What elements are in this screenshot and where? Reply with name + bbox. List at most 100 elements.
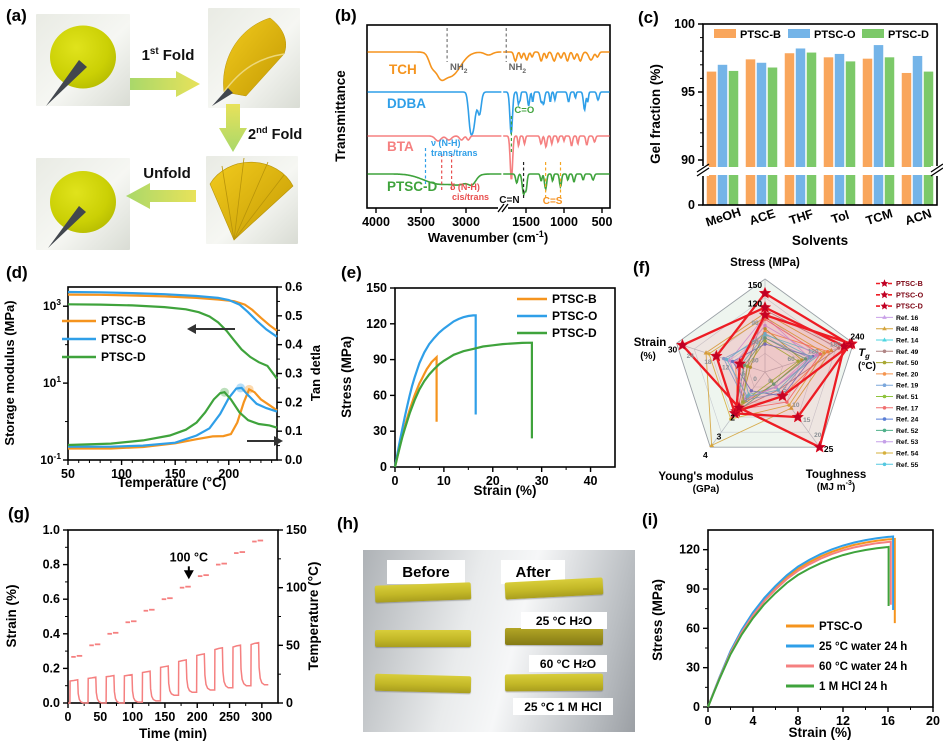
legend-label: Ref. 53 <box>896 439 919 446</box>
annotation: trans/trans <box>431 148 478 158</box>
svg-text:40: 40 <box>584 474 598 488</box>
bar-PTSC-D-MeOH <box>728 70 739 205</box>
stress-strain-1 M HCl 24 h <box>707 545 890 708</box>
radar-axis-title: (°C) <box>858 361 876 372</box>
svg-text:120: 120 <box>748 299 762 309</box>
first-fold-label: 1st Fold <box>141 46 195 64</box>
stress-strain-PTSC-D <box>393 341 533 468</box>
legend-label: Ref. 17 <box>896 405 919 412</box>
panel-b-chart: 4000 3500 3000 1500 1000 500 Wavenumber (cm-1)… <box>333 24 612 245</box>
legend-label: Ref. 51 <box>896 394 919 401</box>
panel-c-chart: MeOH ACE THF Tol TCM ACN 100 95 90 0 Gel fraction … <box>648 17 943 248</box>
svg-text:30: 30 <box>535 474 549 488</box>
svg-text:20: 20 <box>486 474 500 488</box>
panel-d-chart: 50 100 150 200 10-1 101 103 0.0 0.1 0.2 0.3 0.4 0.5 0… <box>2 280 323 490</box>
panel-i: (i) 0 4 8 12 16 20 0 30 60 90 120 PTSC-O 25 °C water… <box>640 500 943 744</box>
bar-PTSC-B-ACN <box>901 72 912 206</box>
panel-a-photos <box>36 8 300 250</box>
svg-text:150: 150 <box>154 710 175 724</box>
film-strip <box>505 628 603 645</box>
svg-text:0: 0 <box>768 378 772 385</box>
legend-label: Ref. 14 <box>896 338 919 345</box>
x-axis-title: Solvents <box>792 233 848 248</box>
legend-label: PTSC-D <box>552 326 597 340</box>
x-axis-title: Wavenumber (cm-1) <box>428 229 548 245</box>
panel-f-label: (f) <box>633 258 650 277</box>
radar-axis-title: (GPa) <box>693 484 720 495</box>
bar-PTSC-O-Tol <box>834 53 845 205</box>
svg-text:150: 150 <box>748 280 762 290</box>
svg-text:100: 100 <box>674 17 695 31</box>
svg-text:250: 250 <box>219 710 240 724</box>
tan-delta-curve-PTSC-D <box>67 390 278 447</box>
svg-text:0: 0 <box>380 460 387 474</box>
spectrum-DDBA <box>503 91 610 135</box>
svg-text:10-1: 10-1 <box>40 451 61 467</box>
stress-strain-PTSC-O <box>393 314 477 468</box>
svg-text:0.0: 0.0 <box>43 696 60 710</box>
bar-PTSC-O-TCM <box>873 45 884 205</box>
spectrum-PTSC-D <box>503 173 610 196</box>
svg-text:100: 100 <box>122 710 143 724</box>
panel-c-label: (c) <box>638 8 659 27</box>
panel-e: (e) 0 10 20 30 40 0 30 60 90 120 150 PTSC-B PTSC-O PT… <box>335 255 630 500</box>
panel-d-label: (d) <box>6 263 28 282</box>
spectrum-PTSC-D <box>367 173 502 187</box>
modulus-curve-PTSC-B <box>67 293 278 332</box>
svg-text:101: 101 <box>43 374 61 390</box>
radar-axis-title: Young's modulus <box>658 471 753 483</box>
film-circle <box>50 171 116 233</box>
tweezers <box>46 60 87 106</box>
panel-h-label: (h) <box>337 514 359 533</box>
legend-label: PTSC-O <box>552 309 597 323</box>
svg-text:200: 200 <box>187 710 208 724</box>
svg-text:150: 150 <box>366 281 387 295</box>
svg-text:90: 90 <box>681 153 695 167</box>
legend-label: PTSC-D <box>101 350 146 364</box>
svg-text:16: 16 <box>881 714 895 728</box>
legend-label: 25 °C water 24 h <box>819 641 907 653</box>
legend-label: PTSC-O <box>814 29 856 41</box>
svg-text:8: 8 <box>795 714 802 728</box>
bar-PTSC-O-THF <box>795 48 806 206</box>
legend-label: Ref. 54 <box>896 451 919 458</box>
second-fold-label: 2nd Fold <box>248 124 303 143</box>
svg-text:12: 12 <box>722 365 730 372</box>
bar-PTSC-O-ACN <box>912 55 923 206</box>
panel-e-label: (e) <box>341 263 362 282</box>
panel-i-label: (i) <box>642 510 659 529</box>
legend-label: PTSC-B <box>552 292 597 306</box>
x-axis-title: Strain (%) <box>788 725 851 740</box>
category-label: MeOH <box>704 205 743 229</box>
panel-f: (f) 150 120 90 60 30 0 0 240 180 120 60 25 20 15 10 5 4 3… <box>630 250 943 500</box>
svg-text:120: 120 <box>679 543 700 557</box>
legend-label: Ref. 19 <box>896 383 919 390</box>
category-label: ACN <box>903 206 933 228</box>
panel-g-chart: 0 50 100 150 200 250 300 0.0 0.2 0.4 0.6 0.8 1.0 0 50 1… <box>4 523 321 741</box>
svg-text:180: 180 <box>830 341 841 348</box>
annotation: ν (N-H) <box>431 138 461 148</box>
svg-text:0: 0 <box>65 710 72 724</box>
svg-text:60: 60 <box>686 621 700 635</box>
svg-text:200: 200 <box>218 467 239 481</box>
svg-text:0: 0 <box>705 714 712 728</box>
svg-text:2: 2 <box>730 413 735 423</box>
temperature-annotation: 100 °C <box>170 551 208 565</box>
x-axis-title: Time (min) <box>139 726 207 741</box>
legend-label: Ref. 48 <box>896 326 919 333</box>
unfold-label: Unfold <box>143 165 191 182</box>
bar-PTSC-B-TCM <box>862 58 873 206</box>
svg-text:20: 20 <box>926 714 940 728</box>
annotation: δ (N-H) <box>450 182 480 192</box>
legend-swatch <box>788 29 810 38</box>
svg-text:3: 3 <box>717 431 722 441</box>
x-axis-title: Temperature (°C) <box>118 475 227 490</box>
svg-text:0.6: 0.6 <box>285 280 302 294</box>
svg-text:24: 24 <box>687 353 695 360</box>
category-label: THF <box>788 207 816 228</box>
bar-PTSC-B-MeOH <box>706 71 717 205</box>
annotation: C=N <box>499 195 519 206</box>
svg-text:0: 0 <box>753 376 757 383</box>
